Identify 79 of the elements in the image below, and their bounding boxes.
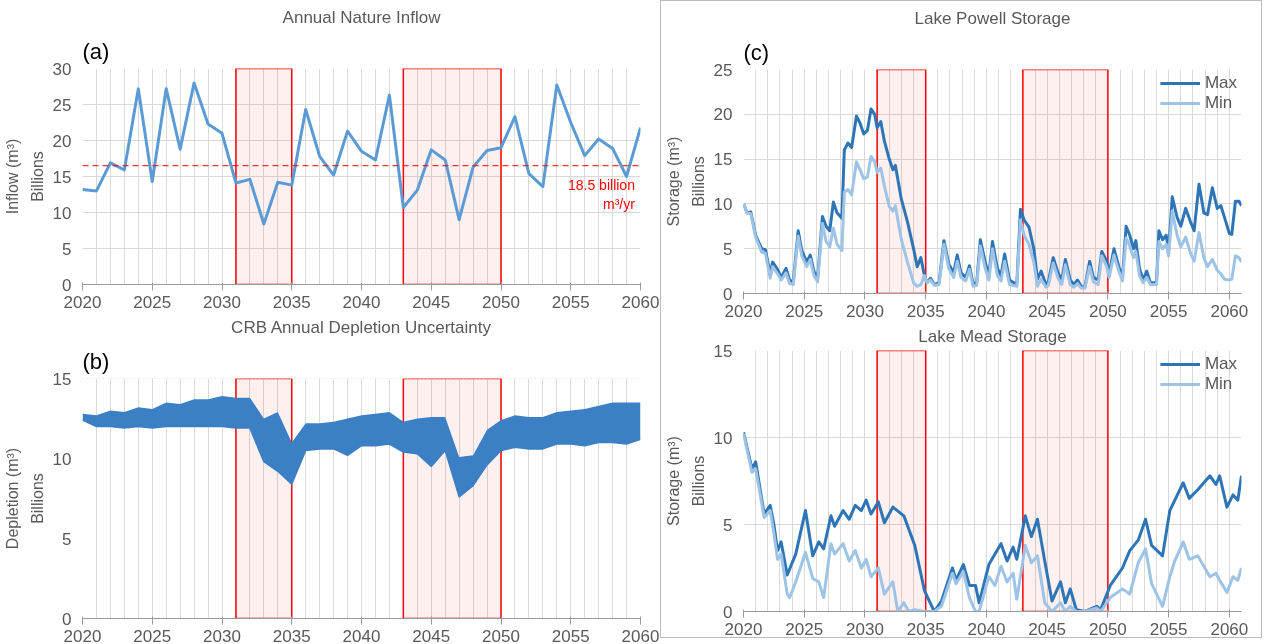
y-tick-label: 30 <box>52 59 72 79</box>
y-tick-label: 25 <box>713 60 733 80</box>
legend-label: Max <box>1204 73 1237 93</box>
y-axis-title: Depletion (m³) <box>3 447 21 550</box>
x-tick-label: 2045 <box>412 626 451 644</box>
x-tick-label: 2020 <box>724 619 763 639</box>
x-tick-label: 2035 <box>906 619 945 639</box>
y-tick-label: 10 <box>713 194 733 214</box>
x-tick-label: 2040 <box>967 301 1006 321</box>
y-tick-label: 20 <box>52 131 72 151</box>
x-tick-label: 2055 <box>551 626 590 644</box>
chart-title: Lake Mead Storage <box>918 326 1067 346</box>
y-axis-title: Storage (m³) <box>664 436 682 526</box>
text: Billions <box>28 151 46 202</box>
x-tick-label: 2050 <box>482 626 520 644</box>
ref-line-label: 18.5 billion m³/yr <box>567 176 636 212</box>
x-tick-label: 2050 <box>1088 619 1127 639</box>
chart-title: CRB Annual Depletion Uncertainty <box>231 317 492 337</box>
x-tick-label: 2055 <box>1149 619 1188 639</box>
x-tick-label: 2040 <box>342 626 381 644</box>
x-tick-label: 2030 <box>203 292 241 312</box>
x-tick-label: 2050 <box>1088 301 1127 321</box>
legend-label: Min <box>1204 93 1233 113</box>
x-tick-label: 2035 <box>906 301 945 321</box>
x-tick-label: 2025 <box>785 619 824 639</box>
chart-title: Annual Nature Inflow <box>282 7 442 27</box>
y-tick-label: 10 <box>52 203 72 223</box>
x-tick-label: 2050 <box>482 292 520 312</box>
y-tick-label: 10 <box>713 428 733 448</box>
y-tick-label: 0 <box>62 275 72 295</box>
text: Billions <box>689 156 707 207</box>
x-tick-label: 2060 <box>621 292 660 312</box>
x-tick-label: 2045 <box>1028 301 1067 321</box>
y-tick-label: 5 <box>723 239 733 259</box>
x-tick-label: 2030 <box>846 619 884 639</box>
y-tick-label: 10 <box>52 449 72 469</box>
x-tick-label: 2035 <box>272 292 311 312</box>
line-series <box>743 154 1242 290</box>
y-tick-label: 0 <box>723 284 733 304</box>
text: Billions <box>689 455 707 507</box>
y-tick-label: 5 <box>723 515 733 535</box>
x-tick-label: 2025 <box>133 292 172 312</box>
x-tick-label: 2030 <box>203 626 241 644</box>
x-tick-label: 2040 <box>967 619 1006 639</box>
x-tick-label: 2030 <box>846 301 884 321</box>
text: (c) <box>743 39 770 65</box>
x-tick-label: 2045 <box>412 292 451 312</box>
y-tick-label: 15 <box>713 150 733 170</box>
text: (b) <box>82 348 110 374</box>
x-tick-label: 2060 <box>621 626 660 644</box>
x-tick-label: 2020 <box>724 301 763 321</box>
y-tick-label: 5 <box>62 239 72 259</box>
y-tick-label: 25 <box>52 95 72 115</box>
chart-title: Lake Powell Storage <box>914 8 1071 28</box>
legend-label: Max <box>1204 354 1237 374</box>
x-tick-label: 2020 <box>63 292 102 312</box>
x-tick-label: 2060 <box>1210 301 1249 321</box>
x-tick-label: 2055 <box>1149 301 1188 321</box>
x-tick-label: 2055 <box>551 292 590 312</box>
x-tick-label: 2025 <box>133 626 172 644</box>
x-tick-label: 2060 <box>1210 619 1249 639</box>
x-tick-label: 2045 <box>1028 619 1067 639</box>
x-tick-label: 2020 <box>63 626 102 644</box>
x-tick-label: 2025 <box>785 301 824 321</box>
text: (a) <box>82 38 110 64</box>
x-tick-label: 2040 <box>342 292 381 312</box>
y-tick-label: 15 <box>713 341 733 361</box>
x-tick-label: 2035 <box>272 626 311 644</box>
y-axis-title: Storage (m³) <box>664 136 682 227</box>
legend-label: Min <box>1204 374 1233 394</box>
y-tick-label: 15 <box>52 369 72 389</box>
y-axis-title: Inflow (m³) <box>3 138 21 215</box>
y-tick-label: 0 <box>62 609 72 629</box>
text: Billions <box>28 473 46 524</box>
line-series <box>82 81 641 226</box>
y-tick-label: 5 <box>62 529 72 549</box>
y-tick-label: 15 <box>52 167 72 187</box>
y-tick-label: 0 <box>723 602 733 622</box>
y-tick-label: 20 <box>713 105 733 125</box>
